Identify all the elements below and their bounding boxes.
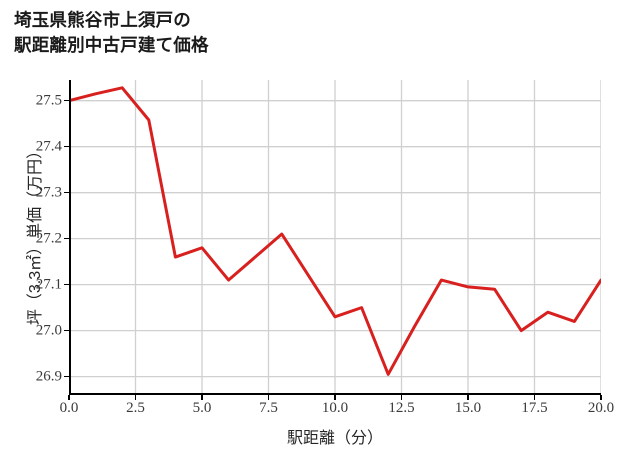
x-axis-tick-labels: 0.0 2.5 5.0 7.5 10.0 12.5 15.0 17.5 20.0: [60, 400, 615, 424]
y-tick-mark: [64, 237, 69, 240]
y-tick-label: 27.3: [35, 184, 62, 201]
x-tick-mark: [334, 395, 336, 400]
y-tick-mark: [64, 329, 69, 332]
x-tick-label: 15.0: [454, 400, 482, 416]
chart-title: 埼玉県熊谷市上須戸の 駅距離別中古戸建て価格: [14, 10, 209, 55]
gridlines: [69, 80, 601, 395]
x-tick-mark: [267, 395, 270, 400]
price-line-series: [69, 86, 601, 376]
x-axis-spine: [69, 393, 601, 395]
x-tick-label: 7.5: [259, 400, 278, 416]
x-tick-label: 2.5: [126, 400, 145, 416]
data-series-group: [69, 86, 601, 376]
y-axis-tick-marks: [64, 80, 77, 395]
y-tick-label: 27.1: [35, 276, 62, 293]
y-tick-label: 27.5: [35, 92, 62, 109]
x-axis-title: 駅距離（分）: [286, 430, 383, 447]
y-tick-mark: [64, 145, 69, 148]
x-tick-label: 5.0: [192, 400, 212, 416]
y-axis-spine: [69, 80, 71, 395]
x-tick-label: 20.0: [587, 400, 615, 416]
x-tick-mark: [68, 395, 70, 400]
y-tick-mark: [64, 99, 69, 102]
y-tick-label: 26.9: [35, 368, 62, 385]
y-axis-tick-labels: 26.9 27.0 27.1 27.2 27.3 27.4 27.5: [0, 80, 62, 395]
x-tick-mark: [533, 395, 536, 400]
x-tick-label: 0.0: [59, 400, 79, 416]
y-tick-mark: [64, 191, 69, 194]
x-tick-label: 12.5: [388, 400, 415, 416]
x-tick-mark: [600, 395, 602, 400]
y-tick-label: 27.4: [35, 138, 62, 155]
x-tick-mark: [400, 395, 403, 400]
y-tick-label: 27.0: [35, 322, 62, 339]
plot-svg: [69, 80, 601, 395]
x-tick-label: 10.0: [321, 400, 349, 416]
plot-area: [69, 80, 601, 395]
x-tick-mark: [134, 395, 137, 400]
y-tick-mark: [64, 283, 69, 286]
y-tick-mark: [64, 375, 69, 378]
x-tick-mark: [201, 395, 203, 400]
x-tick-label: 17.5: [521, 400, 548, 416]
x-axis-tick-marks: [68, 395, 602, 403]
y-tick-label: 27.2: [35, 230, 62, 247]
x-tick-mark: [467, 395, 469, 400]
